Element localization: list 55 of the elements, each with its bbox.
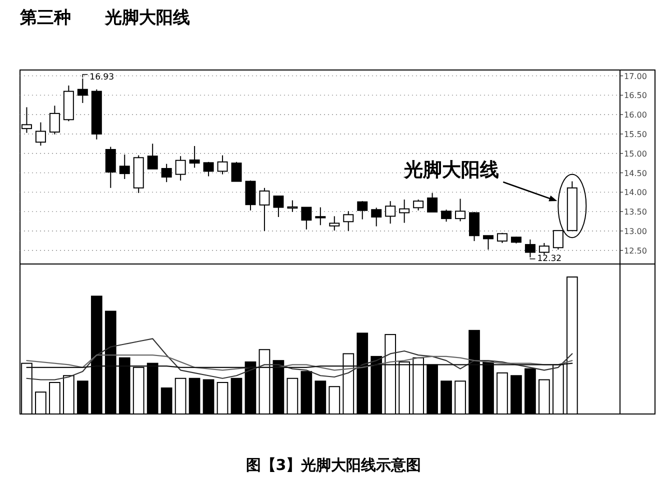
- bar: [412, 357, 424, 414]
- y-tick-label: 13.00: [624, 226, 647, 236]
- bar: [62, 375, 74, 414]
- y-tick-label: 16.50: [624, 91, 647, 100]
- caption: 图【3】光脚大阳线示意图: [246, 456, 422, 474]
- bar: [132, 366, 144, 414]
- bar: [76, 380, 88, 414]
- bar: [328, 386, 340, 414]
- bar: [90, 296, 102, 414]
- bar: [370, 356, 382, 414]
- bar: [49, 382, 60, 414]
- bar: [356, 332, 368, 414]
- bar: [202, 379, 214, 414]
- bar: [104, 310, 116, 414]
- bar: [286, 378, 298, 414]
- bar: [35, 392, 46, 414]
- y-tick-label: 15.00: [624, 149, 647, 158]
- bar: [510, 375, 522, 414]
- y-tick-label: 17.00: [624, 72, 647, 81]
- bar: [524, 368, 536, 414]
- bar: [300, 371, 312, 414]
- bar: [426, 364, 438, 414]
- y-tick-label: 12.50: [624, 246, 647, 256]
- y-tick-label: 15.50: [624, 130, 647, 139]
- bar: [342, 353, 354, 414]
- bar: [244, 361, 256, 414]
- bar: [566, 276, 578, 414]
- chart-title: 第三种 光脚大阳线: [19, 8, 190, 28]
- bar: [272, 360, 284, 414]
- bar: [384, 334, 396, 414]
- bar: [398, 361, 410, 414]
- bar: [552, 364, 564, 414]
- bar: [468, 330, 480, 414]
- bar: [216, 382, 228, 414]
- bar: [258, 349, 270, 414]
- bar: [440, 380, 452, 414]
- bar: [482, 361, 494, 414]
- bar: [314, 380, 326, 414]
- bar: [160, 387, 172, 414]
- annotation: 12.32: [537, 254, 562, 264]
- bar: [118, 357, 130, 414]
- y-tick-label: 14.50: [624, 168, 647, 178]
- y-tick-label: 13.50: [624, 208, 647, 217]
- bar: [496, 372, 508, 414]
- annotation: 16.93: [90, 72, 114, 83]
- bar: [454, 380, 466, 414]
- annotation: 光脚大阳线: [404, 159, 500, 182]
- bar: [188, 378, 200, 414]
- bar: [21, 362, 32, 414]
- bar: [538, 379, 550, 414]
- y-tick-label: 14.00: [624, 188, 647, 198]
- y-tick-label: 16.00: [624, 110, 647, 120]
- bar: [174, 378, 186, 414]
- bar: [230, 378, 242, 414]
- bar: [146, 362, 158, 414]
